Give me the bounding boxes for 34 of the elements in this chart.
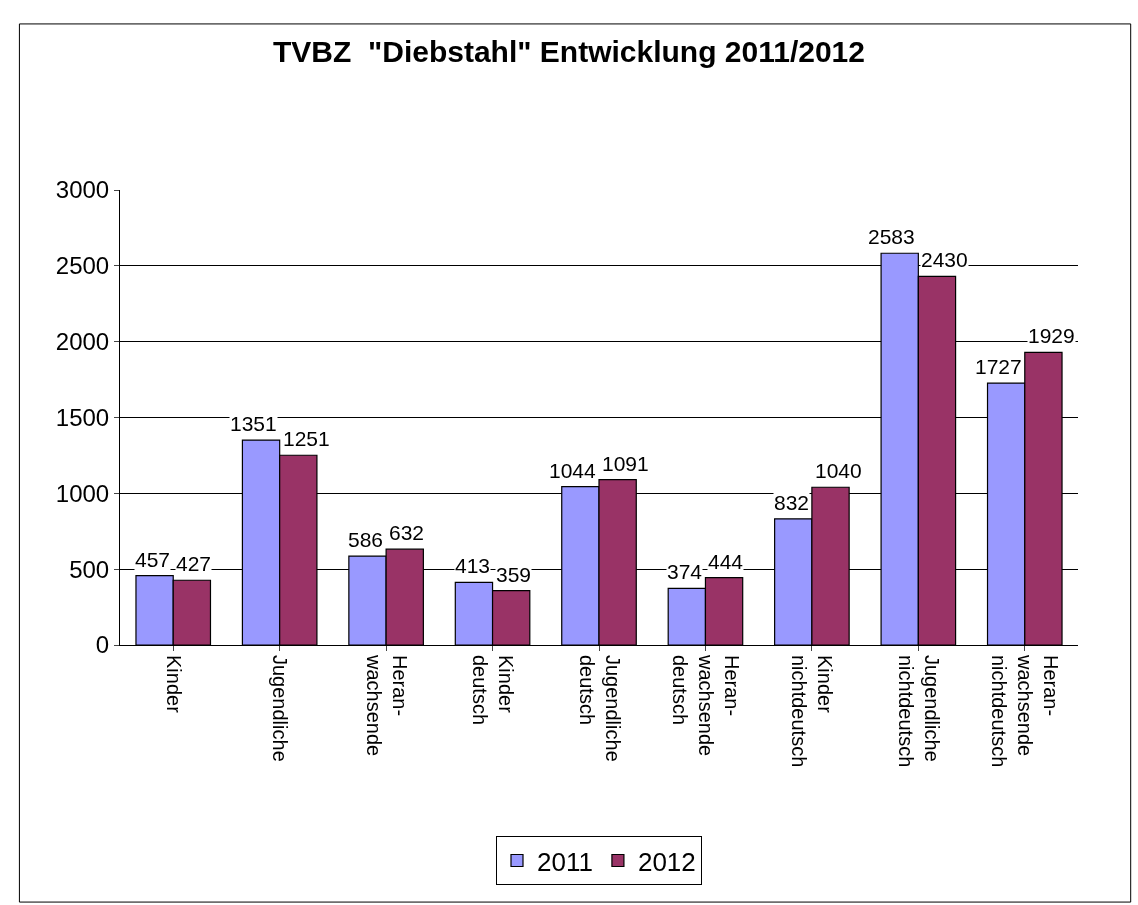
y-tick-label: 3000 — [55, 176, 110, 204]
data-label: 1091 — [602, 452, 649, 475]
data-label: 413 — [455, 554, 491, 577]
y-tick-label: 1000 — [55, 479, 110, 507]
y-tick-label: 1500 — [55, 403, 110, 431]
data-label: 444 — [708, 550, 744, 573]
data-label: 1251 — [283, 427, 330, 450]
x-tick-label: Jugendliche — [269, 655, 292, 762]
x-tick-label: Kinder deutsch — [469, 655, 518, 726]
y-tick-label: 0 — [95, 631, 110, 659]
data-label: 632 — [389, 521, 425, 544]
x-tick-label: Kinder — [162, 655, 185, 714]
data-label: 1929 — [1028, 324, 1075, 347]
chart-title: TVBZ "Diebstahl" Entwicklung 2011/2012 — [273, 34, 865, 68]
data-label: 427 — [176, 552, 212, 575]
data-label: 374 — [667, 560, 703, 583]
x-tick-label: Heran- wachsende deutsch — [668, 654, 743, 757]
y-tick-label: 2000 — [55, 328, 110, 356]
data-label: 1351 — [230, 412, 277, 435]
data-label: 359 — [496, 563, 532, 586]
legend-label: 2012 — [637, 846, 696, 877]
x-tick-label: Jugendliche deutsch — [575, 655, 624, 762]
data-label: 457 — [135, 548, 171, 571]
x-tick-label: Heran- wachsende — [362, 654, 411, 757]
data-label: 2583 — [868, 225, 915, 248]
data-label: 1044 — [549, 459, 597, 482]
data-label: 2430 — [921, 248, 968, 271]
y-tick-label: 500 — [69, 555, 110, 583]
legend-label: 2011 — [537, 846, 593, 877]
data-label: 586 — [348, 528, 384, 551]
data-label: 1727 — [975, 355, 1022, 378]
data-label: 832 — [774, 491, 810, 514]
data-label: 1040 — [815, 459, 862, 482]
y-tick-label: 2500 — [55, 252, 110, 280]
